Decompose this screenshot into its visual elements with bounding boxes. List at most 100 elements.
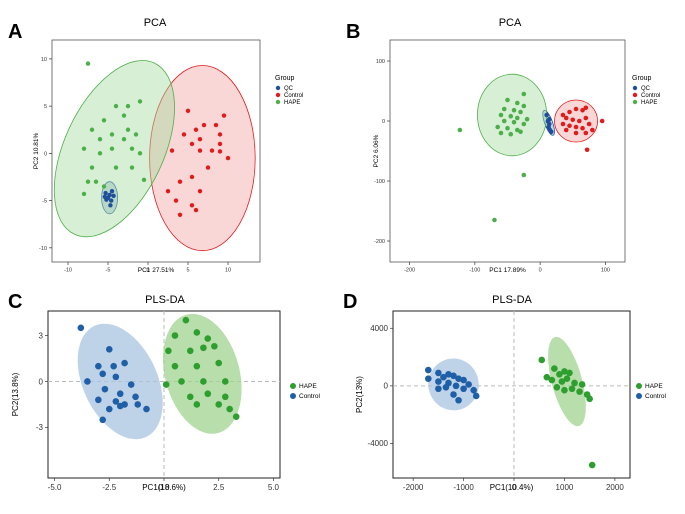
panel-a-point-hape [141, 177, 147, 183]
panel-d-point-control [450, 391, 457, 398]
panel-c-point-control [121, 359, 128, 367]
panel-c-ytick-label: -3 [36, 423, 44, 432]
panel-a-point-control [189, 174, 195, 180]
panel-a-ytick-label: 0 [44, 151, 47, 157]
panel-d-point-control [445, 371, 452, 378]
panel-c-point-control [99, 370, 107, 378]
panel-b-point-control [583, 115, 589, 121]
panel-d-xlabel: PC1(10.4%) [490, 483, 534, 492]
panel-d-xtick-label: -1000 [453, 483, 474, 492]
panel-d-point-control [460, 385, 467, 393]
panel-a-point-control [169, 148, 175, 153]
panel-a-point-hape [109, 146, 115, 151]
panel-b-ellipse-control [554, 99, 598, 143]
panel-b-point-hape [508, 131, 514, 137]
panel-b-point-qc [548, 129, 554, 135]
panel-a-ytick-label: -10 [39, 246, 47, 252]
panel-a-point-control [217, 149, 223, 154]
panel-b-ytick-label: -100 [374, 179, 385, 185]
panel-d-point-hape [553, 384, 561, 391]
panel-c-point-hape [200, 344, 207, 352]
panel-c-xlabel: PC1(18.6%) [142, 483, 186, 492]
panel-a-legend-swatch-hape [275, 99, 281, 105]
panel-d-point-control [424, 366, 432, 374]
panel-a-point-hape [129, 146, 135, 151]
panel-a-xlabel: PC1 27.51% [138, 267, 175, 274]
panel-a-point-control [201, 122, 207, 128]
panel-c-point-hape [221, 393, 229, 401]
panel-a-point-control [197, 188, 203, 194]
panel-b: B PCA -200 -100 0 100 -200 -100 0 100 PC1 17.89%… [346, 17, 660, 274]
panel-b-point-hape [505, 97, 510, 103]
panel-b-legend-label-qc: QC [641, 86, 651, 92]
panel-c-point-control [116, 402, 124, 410]
panel-a-point-control [225, 155, 231, 161]
panel-d-ytick-label: 4000 [370, 324, 388, 333]
panel-b-point-control [567, 109, 572, 115]
panel-b-point-control [573, 106, 579, 112]
panel-b-legend-label-hape: HAPE [641, 100, 657, 106]
panel-b-point-hape [511, 107, 517, 113]
panel-a-point-qc [103, 190, 108, 196]
panel-a-ytick-label: -5 [42, 199, 47, 205]
panel-d-xtick-label: 1000 [556, 483, 574, 492]
panel-d-point-control [470, 386, 477, 394]
panel-c-ytick-label: 3 [39, 331, 44, 340]
panel-d-plot-frame [392, 310, 631, 479]
panel-d-point-hape [588, 461, 596, 469]
panel-d-point-hape [556, 371, 563, 378]
panel-b-point-control [570, 117, 576, 123]
panel-c-point-hape [200, 378, 207, 385]
panel-d-point-control [460, 376, 467, 384]
panel-a-legend-label-hape: HAPE [284, 100, 300, 106]
panel-d-point-hape [538, 356, 546, 364]
panel-c-xtick-label: -5.0 [48, 483, 62, 492]
panel-b-point-hape [505, 125, 510, 131]
panel-d-point-hape [586, 395, 593, 403]
panel-a-point-hape [81, 146, 87, 151]
panel-a-legend-label-qc: QC [284, 86, 294, 92]
panel-c-point-control [112, 373, 120, 381]
panel-a-point-hape [137, 151, 143, 156]
panel-d-ylabel: PC2(13%) [355, 376, 364, 413]
panel-a-ytick-label: 10 [41, 57, 47, 63]
panel-a-ytick-label: 5 [44, 104, 47, 110]
panel-a-point-hape [101, 184, 107, 189]
panel-c-point-hape [178, 378, 185, 385]
panel-c-point-hape [215, 359, 223, 367]
panel-d-point-control [442, 384, 450, 391]
panel-d-point-control [472, 392, 480, 400]
panel-a-xtick-label: 0 [146, 268, 149, 274]
panel-a-point-hape [113, 165, 119, 170]
panel-d-point-control [435, 385, 442, 393]
panel-c-legend-label-hape: HAPE [299, 383, 317, 390]
panel-d-point-control [455, 396, 462, 404]
panel-a-point-control [217, 132, 223, 137]
panel-a-point-hape [133, 132, 139, 137]
panel-c-xtick-label: 5.0 [268, 483, 280, 492]
panel-c-point-control [77, 324, 85, 332]
panel-a-point-hape [109, 132, 115, 137]
panel-a-point-hape [113, 103, 119, 109]
panel-d-point-hape [568, 385, 576, 393]
panel-b-point-control [560, 121, 566, 127]
panel-b-point-control [560, 112, 566, 118]
panel-b-xlabel: PC1 17.89% [489, 267, 526, 274]
panel-a-point-control [165, 188, 171, 194]
panel-b-point-hape [518, 129, 523, 135]
panel-b-point-hape [514, 100, 520, 106]
panel-d-xtick-label: -2000 [403, 483, 424, 492]
panel-b-xtick-label: -100 [469, 268, 480, 274]
panel-c-point-hape [193, 401, 201, 408]
panel-b-point-hape [521, 172, 527, 178]
panel-d-point-hape [576, 388, 583, 395]
panel-b-ytick-label: -200 [374, 239, 385, 245]
panel-c-point-hape [211, 342, 218, 350]
panel-d-legend-label-control: Control [645, 393, 667, 400]
panel-b-point-hape [498, 130, 504, 136]
panel-a-legend-swatch-qc [275, 85, 281, 91]
panel-b-point-control [580, 125, 585, 131]
panel-d: D PLS-DA -2000 -1000 0 1000 2000 -4000 0 4000 PC… [343, 291, 667, 492]
panel-b-point-control [583, 130, 589, 136]
panel-c-point-hape [171, 362, 179, 370]
